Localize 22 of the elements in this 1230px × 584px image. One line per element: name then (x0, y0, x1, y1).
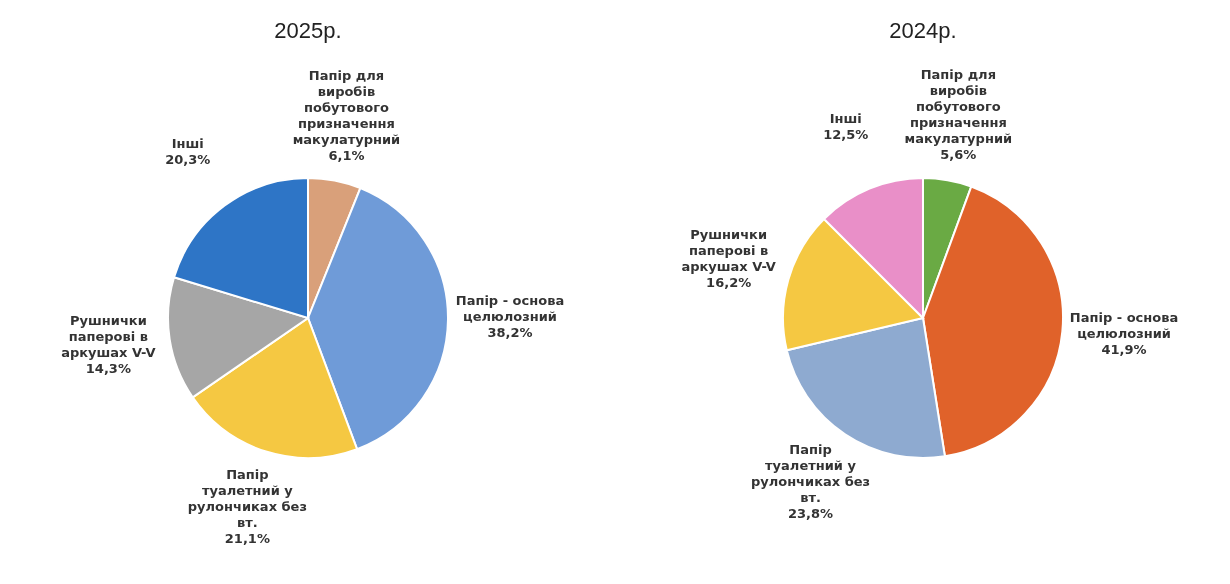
data-label: 20,3% (165, 151, 211, 167)
data-label: 6,1% (328, 147, 365, 163)
slice-label: Папір - основа целюлозний (1069, 309, 1179, 341)
data-label: 21,1% (224, 530, 270, 546)
data-label: 23,8% (787, 505, 834, 521)
slice-label: Рушнички паперові в аркушах V-V (681, 226, 776, 274)
slice-label: Папір - основа целюлозний (455, 292, 565, 324)
slice-label: Папір для виробів побутового призначення макулатурний (292, 67, 401, 147)
data-label: 16,2% (706, 274, 752, 290)
chart-title: 2025р. (274, 18, 342, 43)
data-label: 14,3% (85, 360, 131, 376)
chart-title: 2024р. (889, 18, 957, 43)
data-label: 5,6% (940, 147, 977, 163)
slice-label: Папір туалетний у рулончиках без вт. (187, 466, 307, 530)
data-label: 12,5% (823, 127, 869, 143)
data-label: 41,9% (1101, 341, 1147, 357)
slice-label: Інші (829, 111, 862, 127)
slice-label: Папір для виробів побутового призначення макулатурний (904, 67, 1013, 147)
slice-label: Папір туалетний у рулончиках без вт. (750, 441, 871, 505)
slice-label: Рушнички паперові в аркушах V-V (61, 312, 156, 360)
data-label: 38,2% (487, 324, 533, 340)
slice-label: Інші (171, 135, 204, 151)
